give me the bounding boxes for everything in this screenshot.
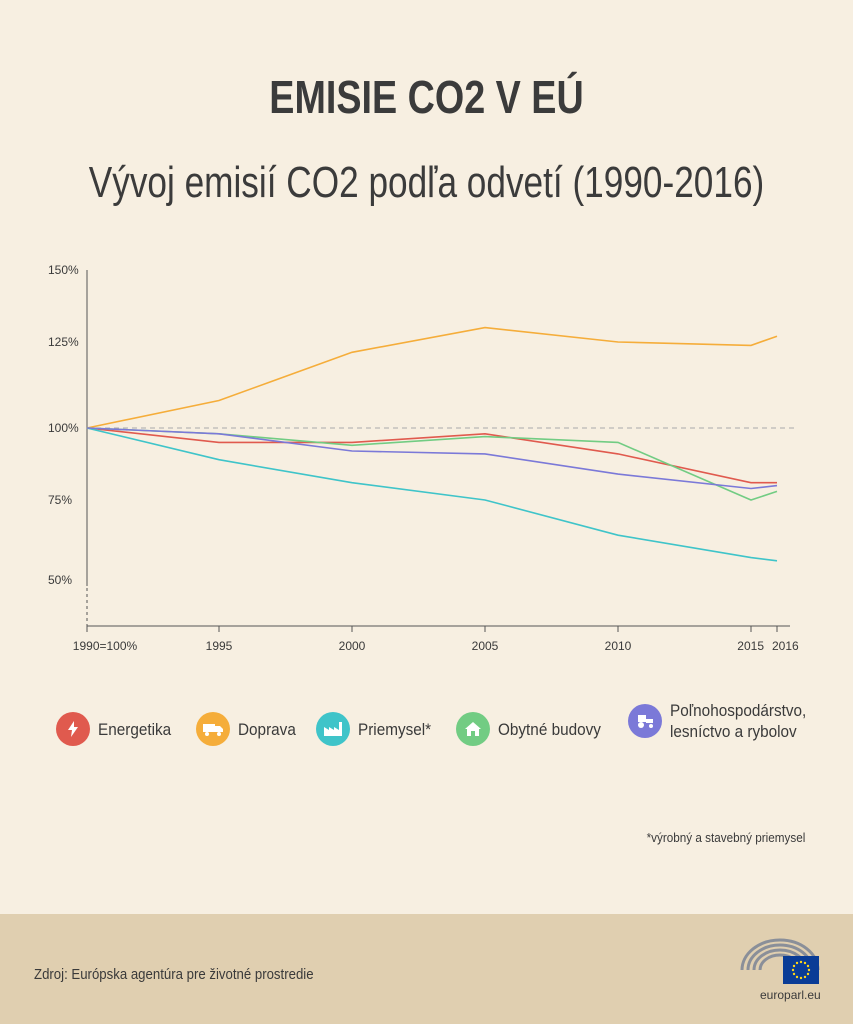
footnote: *výrobný a stavebný priemysel bbox=[646, 830, 805, 845]
factory-icon bbox=[316, 712, 350, 746]
x-tick-label: 2000 bbox=[339, 639, 366, 653]
x-tick-label: 2010 bbox=[605, 639, 632, 653]
y-tick-label: 50% bbox=[48, 573, 72, 587]
chart-subtitle: Vývoj emisií CO2 podľa odvetí (1990-2016… bbox=[88, 158, 765, 207]
x-tick-label: 1995 bbox=[206, 639, 233, 653]
tractor-icon bbox=[628, 704, 662, 738]
x-tick-label: 1990=100% bbox=[73, 639, 138, 653]
legend: Energetika Doprava Priemysel* Obytné bud… bbox=[52, 701, 832, 766]
x-tick-label: 2015 bbox=[737, 639, 764, 653]
eu-flag-icon bbox=[783, 956, 819, 984]
legend-label: Priemysel* bbox=[358, 719, 432, 739]
series-line-5 bbox=[86, 427, 778, 490]
site-label: europarl.eu bbox=[760, 988, 821, 1002]
series-line-1 bbox=[86, 427, 777, 484]
y-tick-label: 100% bbox=[48, 421, 79, 435]
chart-title: EMISIE CO2 V EÚ bbox=[269, 71, 584, 123]
legend-item-obytne-budovy: Obytné budovy bbox=[456, 712, 612, 746]
footer: Zdroj: Európska agentúra pre životné pro… bbox=[0, 914, 853, 1024]
series-line-2 bbox=[86, 326, 778, 429]
legend-label: Obytné budovy bbox=[498, 719, 601, 739]
legend-label: Doprava bbox=[238, 719, 296, 739]
lightning-icon bbox=[56, 712, 90, 746]
x-tick-label: 2005 bbox=[472, 639, 499, 653]
legend-label: Energetika bbox=[98, 719, 172, 739]
y-tick-label: 125% bbox=[48, 335, 79, 349]
legend-item-priemysel: Priemysel* bbox=[316, 712, 439, 746]
series-line-3 bbox=[86, 427, 778, 562]
truck-icon bbox=[196, 712, 230, 746]
legend-label-line1: Poľnohospodárstvo, bbox=[670, 701, 807, 720]
house-icon bbox=[456, 712, 490, 746]
legend-label-line2: lesníctvo a rybolov bbox=[670, 722, 797, 741]
y-tick-label: 75% bbox=[48, 493, 72, 507]
legend-label: Poľnohospodárstvo, lesníctvo a rybolov bbox=[670, 700, 806, 742]
source-text: Zdroj: Európska agentúra pre životné pro… bbox=[34, 966, 314, 983]
legend-item-energetika: Energetika bbox=[56, 712, 179, 746]
x-tick-label: 2016 bbox=[772, 639, 799, 653]
line-chart: 150% 125% 100% 75% 50% 1990=100% 1995 2000 2005 2… bbox=[48, 263, 799, 653]
legend-item-doprava: Doprava bbox=[196, 712, 302, 746]
legend-item-polnohospodarstvo: Poľnohospodárstvo, lesníctvo a rybolov bbox=[628, 700, 821, 742]
y-tick-label: 150% bbox=[48, 263, 79, 277]
